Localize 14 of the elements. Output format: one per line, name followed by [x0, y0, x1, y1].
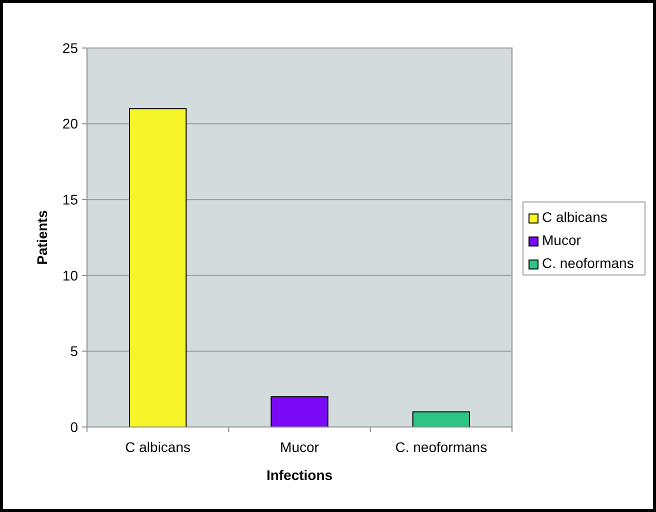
y-tick-label: 25 [62, 40, 78, 56]
x-tick-label: Mucor [280, 439, 320, 455]
legend-label: C albicans [542, 209, 608, 225]
y-tick-label: 20 [62, 116, 78, 132]
y-tick-label: 10 [62, 267, 78, 284]
y-axis-title: Patients [34, 210, 50, 265]
y-tick-label: 15 [62, 192, 78, 208]
y-tick-label: 0 [70, 418, 78, 435]
x-tick-label: C. neoformans [395, 439, 488, 455]
legend-label: C. neoformans [542, 255, 634, 271]
y-tick-label: 5 [70, 343, 78, 360]
legend-label: Mucor [542, 232, 582, 248]
x-tick-label: C albicans [125, 439, 191, 455]
x-axis-title: Infections [266, 467, 333, 483]
